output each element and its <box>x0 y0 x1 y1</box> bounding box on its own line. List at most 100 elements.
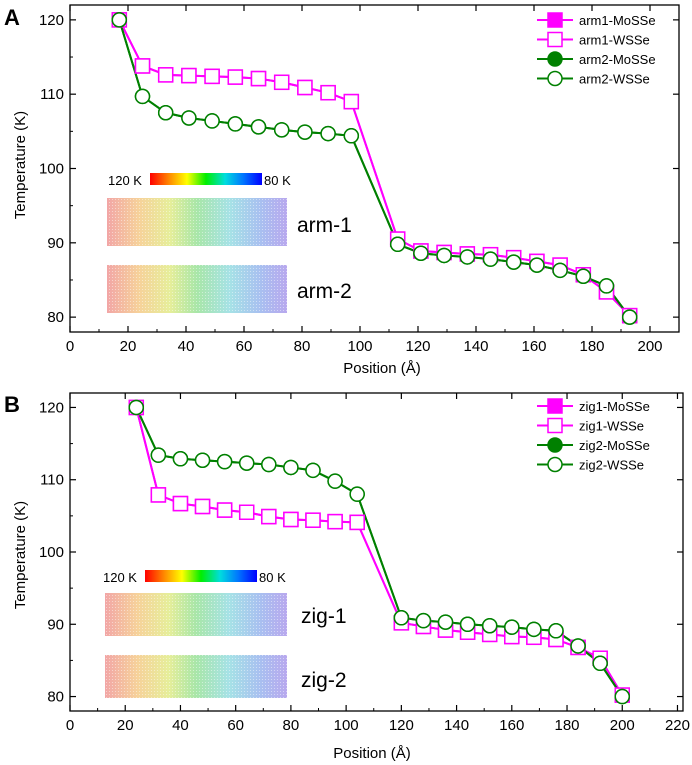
data-point <box>327 513 343 530</box>
strip-label-2: zig-2 <box>301 669 347 692</box>
x-tick-label: 80 <box>294 338 311 355</box>
x-tick-label: 120 <box>405 338 430 355</box>
data-point <box>273 74 290 91</box>
series-line <box>135 407 624 698</box>
data-point <box>570 638 586 654</box>
y-tick-label: 110 <box>40 472 64 489</box>
data-point <box>575 268 592 285</box>
y-tick-label: 80 <box>47 689 64 706</box>
x-tick-label: 200 <box>637 338 662 355</box>
data-point <box>204 68 220 85</box>
legend-marker <box>547 12 563 28</box>
structure-strip-2-texture <box>107 265 287 313</box>
data-point <box>216 502 233 518</box>
data-point <box>320 125 336 142</box>
x-tick-label: 100 <box>334 717 359 734</box>
data-point <box>283 511 299 528</box>
x-tick-label: 0 <box>66 717 74 734</box>
x-tick-label: 180 <box>555 717 580 734</box>
data-point <box>320 84 336 101</box>
legend-label: arm2-MoSSe <box>579 52 656 67</box>
data-point <box>504 619 520 635</box>
legend-marker <box>547 417 563 434</box>
y-tick-label: 110 <box>40 86 64 103</box>
legend-label: zig2-WSSe <box>579 458 644 473</box>
data-point <box>297 124 313 140</box>
x-tick-label: 100 <box>347 338 372 355</box>
structure-strip-1-texture <box>107 198 287 246</box>
data-point <box>150 447 167 463</box>
data-point <box>261 508 277 525</box>
data-point <box>548 623 564 639</box>
legend-label: zig2-MoSSe <box>579 438 650 453</box>
x-tick-label: 160 <box>521 338 546 355</box>
data-point <box>621 309 638 325</box>
data-point <box>134 58 151 74</box>
x-tick-label: 60 <box>236 338 253 355</box>
y-tick-label: 90 <box>47 235 64 252</box>
strip-label-1: arm-1 <box>297 214 352 237</box>
data-point <box>181 67 197 84</box>
colorbar-low-label: 80 K <box>259 570 286 585</box>
data-point <box>437 614 454 630</box>
series-line <box>135 407 624 696</box>
data-point <box>305 512 321 528</box>
data-point <box>552 262 568 279</box>
colorbar <box>145 570 257 582</box>
data-point <box>482 251 499 267</box>
x-tick-label: 160 <box>499 717 524 734</box>
data-point <box>526 621 542 638</box>
x-axis-title: Position (Å) <box>333 745 411 762</box>
data-point <box>343 93 360 110</box>
y-axis-title: Temperature (K) <box>12 501 29 609</box>
data-point <box>250 119 267 135</box>
data-point <box>592 655 608 672</box>
x-tick-label: 220 <box>665 717 690 734</box>
data-point <box>273 122 290 138</box>
y-tick-label: 120 <box>39 399 64 416</box>
strip-label-1: zig-1 <box>301 605 347 628</box>
data-point <box>305 462 321 479</box>
data-point <box>204 113 220 129</box>
colorbar-high-label: 120 K <box>103 570 137 585</box>
data-point <box>436 247 452 264</box>
x-tick-label: 40 <box>178 338 195 355</box>
data-point <box>216 453 233 470</box>
legend-label: arm1-MoSSe <box>579 13 656 28</box>
data-point <box>194 452 211 468</box>
legend-marker <box>547 456 563 473</box>
data-point <box>393 610 410 626</box>
legend-marker <box>547 70 563 87</box>
data-point <box>261 456 277 473</box>
data-point <box>529 257 545 273</box>
data-point <box>238 455 255 471</box>
legend-label: arm2-WSSe <box>579 72 650 87</box>
data-point <box>459 616 476 633</box>
colorbar-low-label: 80 K <box>264 173 291 188</box>
y-tick-label: 90 <box>47 616 64 633</box>
x-axis-title: Position (Å) <box>343 360 421 377</box>
series-line <box>118 19 631 317</box>
x-tick-label: 120 <box>389 717 414 734</box>
data-point <box>194 498 211 515</box>
x-tick-label: 140 <box>463 338 488 355</box>
data-point <box>172 495 189 512</box>
legend-marker <box>547 398 563 414</box>
data-point <box>614 688 631 705</box>
data-point <box>349 486 365 502</box>
inset: 120 K 80 K arm-1 arm-2 <box>107 173 352 313</box>
y-tick-label: 100 <box>39 544 64 561</box>
series-line <box>135 407 624 698</box>
data-point <box>111 12 128 28</box>
data-point <box>413 245 429 261</box>
data-point <box>128 399 145 416</box>
data-point <box>349 514 365 531</box>
plot-area: 0 20 40 60 80 100 120 140 160 180 200 220 80 90 100 110… <box>39 392 690 734</box>
series-line <box>118 19 631 318</box>
data-point <box>297 79 313 96</box>
legend-label: zig1-WSSe <box>579 419 644 434</box>
data-point <box>227 69 244 85</box>
structure-strip-2-texture <box>105 655 287 698</box>
x-tick-label: 80 <box>283 717 300 734</box>
data-point <box>157 105 174 121</box>
